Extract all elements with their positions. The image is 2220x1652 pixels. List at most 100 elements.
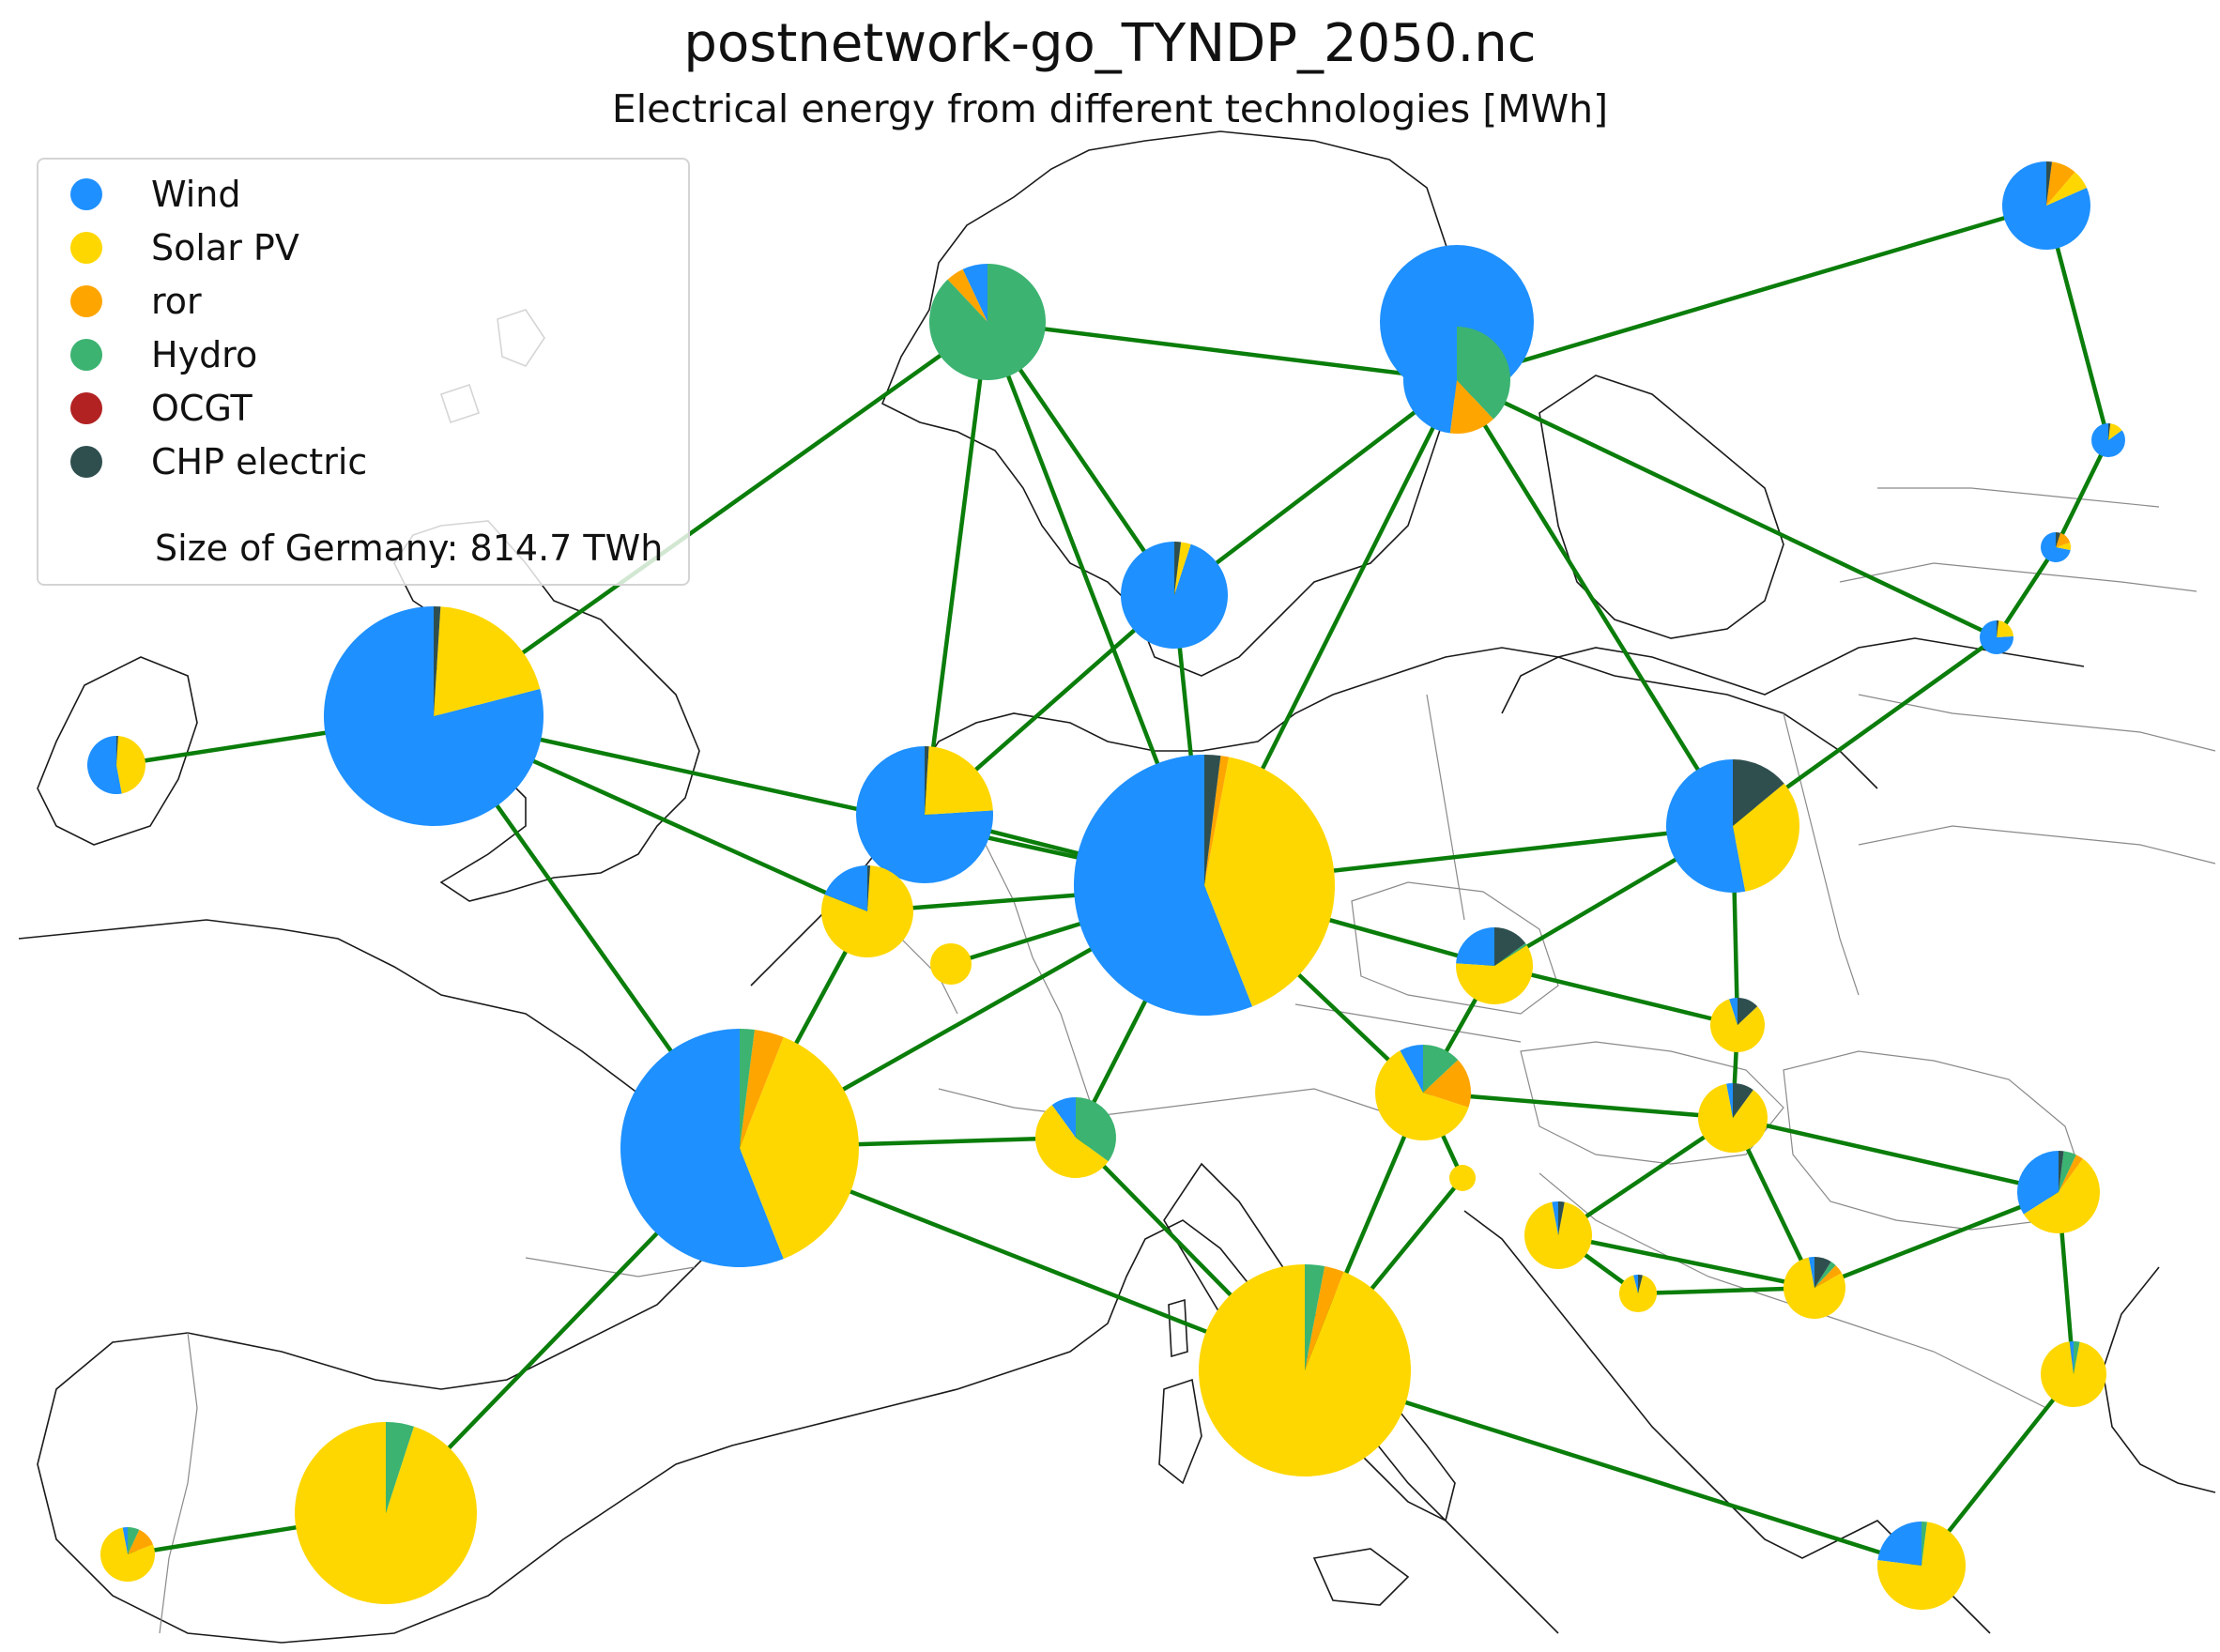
link-norway-great-britain xyxy=(432,320,989,718)
pie-netherlands-wedge-5 xyxy=(925,746,929,815)
pie-croatia-wedge-0 xyxy=(1552,1201,1558,1235)
pie-bulgaria-wedge-1 xyxy=(2040,1341,2106,1408)
link-norway-sweden-mid xyxy=(987,319,1458,383)
pie-latvia xyxy=(2041,532,2071,562)
legend-item-ror: ror xyxy=(70,275,202,328)
pie-hungary-wedge-5 xyxy=(1733,1083,1753,1118)
pie-norway-wedge-2 xyxy=(947,268,988,322)
pie-norway-wedge-3 xyxy=(929,264,1047,380)
pie-netherlands-wedge-0 xyxy=(856,746,993,883)
pie-germany-wedge-2 xyxy=(1204,756,1230,885)
border-austria xyxy=(1294,1003,1522,1043)
pie-spain-wedge-3 xyxy=(386,1422,414,1513)
legend-label-solar-pv: Solar PV xyxy=(151,227,299,268)
pie-slovakia-wedge-0 xyxy=(1729,998,1738,1025)
link-sweden-mid-finland xyxy=(1456,203,2047,383)
pie-finland-wedge-0 xyxy=(2001,161,2090,250)
link-croatia-serbia xyxy=(1557,1232,1815,1291)
pie-bulgaria-wedge-3 xyxy=(2074,1341,2080,1374)
pie-france xyxy=(620,1029,860,1267)
coastline-sardinia xyxy=(1158,1378,1202,1485)
pie-poland-wedge-0 xyxy=(1665,759,1746,894)
pie-croatia-wedge-1 xyxy=(1524,1201,1592,1269)
pie-czech-wedge-1 xyxy=(1456,945,1533,1005)
link-sweden-mid-lithuania xyxy=(1456,377,1998,640)
generation-nodes xyxy=(87,161,2125,1610)
pie-portugal-wedge-0 xyxy=(122,1527,128,1554)
legend: Wind Solar PV ror Hydro OCGT CHP electri… xyxy=(37,158,690,586)
pie-great-britain-wedge-1 xyxy=(434,606,541,716)
border-spain-france xyxy=(525,1257,696,1277)
legend-label-chp-electric: CHP electric xyxy=(151,441,368,482)
coastline-scandinavia xyxy=(880,130,1465,677)
link-hungary-romania xyxy=(1732,1115,2059,1195)
legend-item-hydro: Hydro xyxy=(70,329,257,381)
pie-greece-wedge-1 xyxy=(1876,1522,1966,1610)
pie-italy-wedge-3 xyxy=(1305,1264,1325,1370)
pie-romania-wedge-0 xyxy=(2017,1151,2059,1215)
pie-bosnia-wedge-5 xyxy=(1638,1275,1643,1293)
pie-norway xyxy=(929,264,1047,380)
pie-czech-wedge-5 xyxy=(1494,927,1526,966)
pie-norway-wedge-0 xyxy=(962,264,988,322)
pie-ireland-wedge-1 xyxy=(116,736,146,794)
pie-slovakia-wedge-1 xyxy=(1710,999,1766,1052)
pie-netherlands-wedge-1 xyxy=(925,746,993,815)
link-norway-netherlands xyxy=(922,321,990,816)
pie-serbia-wedge-3 xyxy=(1814,1262,1836,1288)
link-great-britain-germany xyxy=(433,713,1205,888)
pie-italy-wedge-2 xyxy=(1305,1266,1344,1370)
pie-germany-wedge-0 xyxy=(1073,755,1253,1016)
pie-serbia-wedge-1 xyxy=(1783,1257,1845,1320)
pie-greece-wedge-3 xyxy=(1921,1522,1927,1566)
pie-ireland-wedge-0 xyxy=(87,736,122,794)
link-estonia-latvia xyxy=(2053,439,2111,548)
pie-estonia-wedge-1 xyxy=(2108,423,2122,440)
pie-slovakia-wedge-5 xyxy=(1738,998,1758,1025)
chart-subtitle: Electrical energy from different technol… xyxy=(611,86,1609,131)
legend-marker-ocgt xyxy=(70,392,102,424)
legend-size-note: Size of Germany: 814.7 TWh xyxy=(155,528,664,569)
legend-item-solar-pv: Solar PV xyxy=(70,222,299,274)
legend-marker-solar-pv xyxy=(70,232,102,264)
legend-item-wind: Wind xyxy=(70,168,241,221)
pie-finland-wedge-5 xyxy=(2046,161,2053,206)
pie-denmark-wedge-0 xyxy=(1121,542,1228,650)
pie-sweden-mid-wedge-0 xyxy=(1403,327,1457,434)
pie-luxembourg xyxy=(930,943,972,985)
pie-austria-wedge-1 xyxy=(1375,1050,1469,1140)
legend-item-ocgt: OCGT xyxy=(70,382,253,435)
pie-switzerland xyxy=(1035,1097,1116,1178)
border-ukraine xyxy=(1858,825,2216,864)
link-sweden-mid-poland xyxy=(1455,378,1735,828)
pie-great-britain xyxy=(324,606,544,827)
legend-marker-wind xyxy=(70,178,102,210)
pie-france-wedge-2 xyxy=(740,1030,784,1148)
coastline-continent xyxy=(18,919,1559,1644)
border-belarus xyxy=(1858,694,2216,752)
pie-germany xyxy=(1073,755,1335,1016)
pie-bulgaria-wedge-0 xyxy=(2069,1341,2074,1374)
pie-serbia-wedge-2 xyxy=(1814,1264,1842,1288)
pie-poland xyxy=(1665,759,1799,894)
border-baltics xyxy=(1839,487,2197,592)
link-czech-slovakia xyxy=(1493,963,1738,1028)
coastline-corsica xyxy=(1168,1298,1188,1358)
pie-germany-wedge-1 xyxy=(1204,757,1335,1007)
pie-luxembourg-wedge-1 xyxy=(930,943,972,985)
border-alps xyxy=(938,1088,1428,1127)
border-spain-portugal xyxy=(159,1332,198,1634)
pie-latvia-wedge-5 xyxy=(2056,532,2060,547)
pie-estonia xyxy=(2090,423,2125,457)
pie-serbia-wedge-5 xyxy=(1814,1257,1831,1288)
legend-label-hydro: Hydro xyxy=(151,334,258,375)
pie-latvia-wedge-1 xyxy=(2056,543,2071,550)
pie-bosnia-wedge-0 xyxy=(1633,1275,1638,1293)
pie-germany-wedge-5 xyxy=(1204,755,1221,885)
chart-title: postnetwork-go_TYNDP_2050.nc xyxy=(683,13,1537,74)
pie-france-wedge-0 xyxy=(620,1029,784,1267)
border-czech xyxy=(1351,881,1559,1015)
pie-hungary xyxy=(1697,1083,1768,1154)
pie-switzerland-wedge-0 xyxy=(1051,1097,1076,1138)
